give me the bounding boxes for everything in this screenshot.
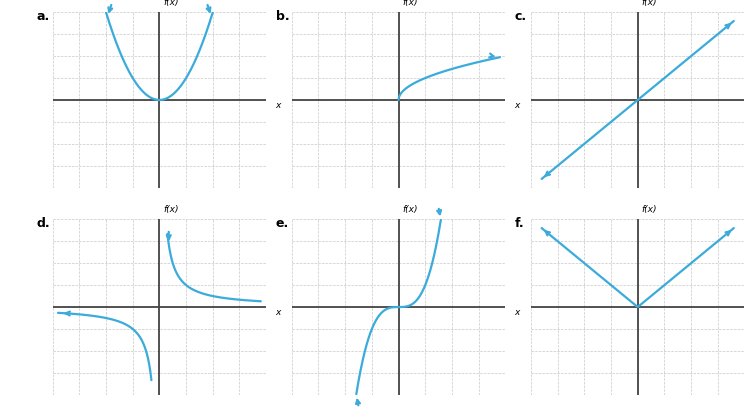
Text: f(x): f(x) xyxy=(641,0,657,7)
Text: f(x): f(x) xyxy=(402,205,418,214)
Text: a.: a. xyxy=(37,10,50,23)
Text: f(x): f(x) xyxy=(641,205,657,214)
Text: x: x xyxy=(275,308,280,317)
Text: f(x): f(x) xyxy=(163,205,179,214)
Text: x: x xyxy=(275,101,280,110)
Text: b.: b. xyxy=(276,10,290,23)
Text: f.: f. xyxy=(515,217,525,230)
Text: d.: d. xyxy=(37,217,50,230)
Text: e.: e. xyxy=(276,217,289,230)
Text: c.: c. xyxy=(515,10,527,23)
Text: x: x xyxy=(514,308,520,317)
Text: f(x): f(x) xyxy=(163,0,179,7)
Text: x: x xyxy=(514,101,520,110)
Text: f(x): f(x) xyxy=(402,0,418,7)
